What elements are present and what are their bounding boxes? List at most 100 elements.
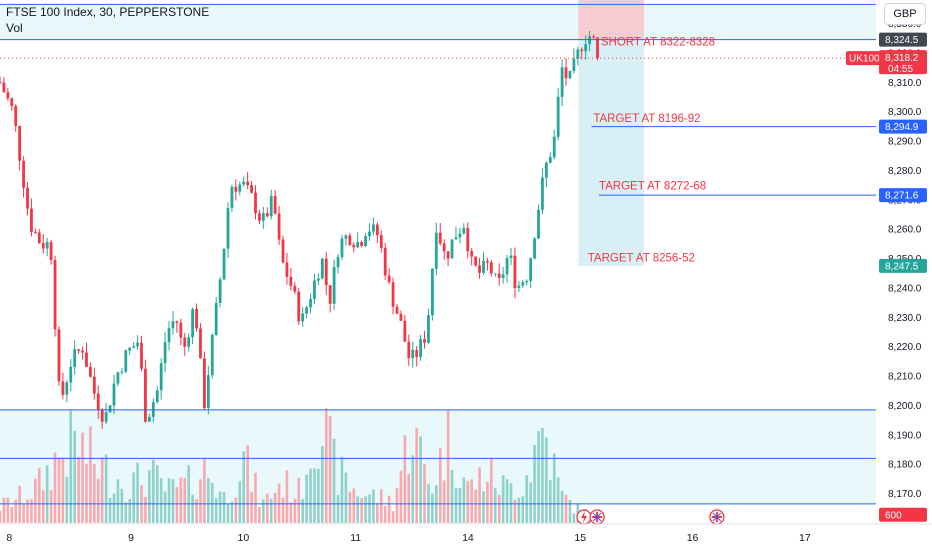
candle-body [171, 321, 175, 329]
price-label-1 [879, 119, 927, 134]
volume-bar [179, 477, 183, 523]
volume-bar [195, 499, 198, 523]
volume-bar [552, 453, 556, 523]
volume-bar [549, 480, 552, 523]
volume-bar [148, 470, 151, 523]
candle-body [309, 298, 312, 308]
candle-body [238, 184, 242, 192]
candle-body [324, 258, 328, 286]
volume-bar [30, 499, 33, 523]
volume-bar [501, 475, 505, 523]
volume-bar [128, 498, 132, 523]
candle-body [423, 339, 426, 343]
volume-bar [517, 497, 521, 523]
volume-bar [41, 490, 45, 523]
volume-bar [458, 488, 462, 523]
volume-bar [466, 481, 470, 523]
volume-bar [541, 427, 544, 523]
volume-bar [61, 457, 65, 523]
volume-bar [431, 493, 434, 523]
candle-body [191, 308, 195, 338]
volume-bar [529, 482, 532, 523]
volume-bar [376, 503, 379, 523]
volume-bar [360, 498, 363, 523]
candle-body [108, 405, 112, 413]
candle-body [446, 251, 450, 259]
candle-body [203, 358, 206, 409]
volume-bar [470, 479, 473, 523]
candle-body [537, 209, 540, 239]
price-label-3 [879, 258, 927, 273]
candle-body [226, 207, 230, 249]
candle-body [470, 251, 474, 257]
volume-bar [328, 416, 332, 523]
candle-body [497, 273, 501, 279]
volume-bar [234, 497, 238, 523]
candle-body [501, 274, 505, 279]
volume-bar [49, 490, 53, 523]
price-tick-label: 8,280.0 [888, 166, 922, 177]
volume-bar [277, 483, 281, 523]
candle-body [375, 224, 379, 236]
volume-bar [379, 489, 383, 523]
candle-body [548, 157, 552, 163]
candle-body [100, 409, 104, 422]
candle-body [45, 242, 49, 249]
volume-bar [238, 481, 242, 523]
volume-bar [167, 478, 171, 523]
candle-body [30, 208, 33, 232]
volume-bar [262, 499, 265, 523]
candle-body [175, 321, 179, 323]
candle-body [132, 346, 136, 348]
candle-body [254, 192, 257, 214]
candle-body [214, 303, 218, 336]
candle-body [163, 342, 167, 364]
volume-bar [226, 504, 230, 523]
candle-body [529, 258, 533, 281]
volume-bar [490, 457, 493, 523]
currency-button[interactable]: GBP [884, 3, 926, 25]
volume-bar [108, 497, 112, 523]
candle-body [2, 82, 6, 93]
candle-body [155, 390, 159, 403]
volume-bar [254, 472, 257, 523]
volume-bar [132, 472, 135, 523]
x-tick-label-15: 15 [574, 532, 586, 544]
volume-bar [10, 507, 14, 523]
candle-body [352, 244, 356, 248]
price-tick-label: 8,200.0 [888, 401, 922, 412]
volume-bar [22, 503, 25, 523]
volume-bar [423, 463, 426, 523]
candle-body [234, 186, 238, 192]
volume-bar [368, 494, 371, 523]
candle-body [49, 242, 53, 260]
candle-body [222, 248, 226, 280]
candle-body [360, 242, 364, 246]
volume-bar [395, 488, 399, 523]
candle-body [513, 255, 517, 289]
candle-body [544, 162, 548, 178]
volume-bar [411, 455, 415, 523]
candle-body [0, 82, 2, 84]
candle-body [116, 372, 120, 384]
candle-body [368, 231, 371, 237]
candle-body [281, 239, 285, 263]
candle-body [482, 260, 485, 273]
candle-body [541, 177, 544, 210]
candle-body [246, 181, 250, 186]
candle-body [391, 282, 395, 307]
volume-bar [564, 494, 568, 523]
candle-body [427, 315, 430, 343]
candle-body [572, 58, 576, 71]
price-label-0 [879, 32, 927, 47]
candle-body [320, 258, 324, 279]
volume-bar [269, 498, 273, 523]
candle-body [466, 228, 470, 252]
volume-bar [214, 498, 218, 523]
volume-bar [207, 478, 210, 523]
price-tick-label: 8,310.0 [888, 78, 922, 89]
volume-bar [309, 468, 312, 523]
x-tick-label-11: 11 [350, 532, 361, 544]
symbol-badge [846, 51, 880, 66]
